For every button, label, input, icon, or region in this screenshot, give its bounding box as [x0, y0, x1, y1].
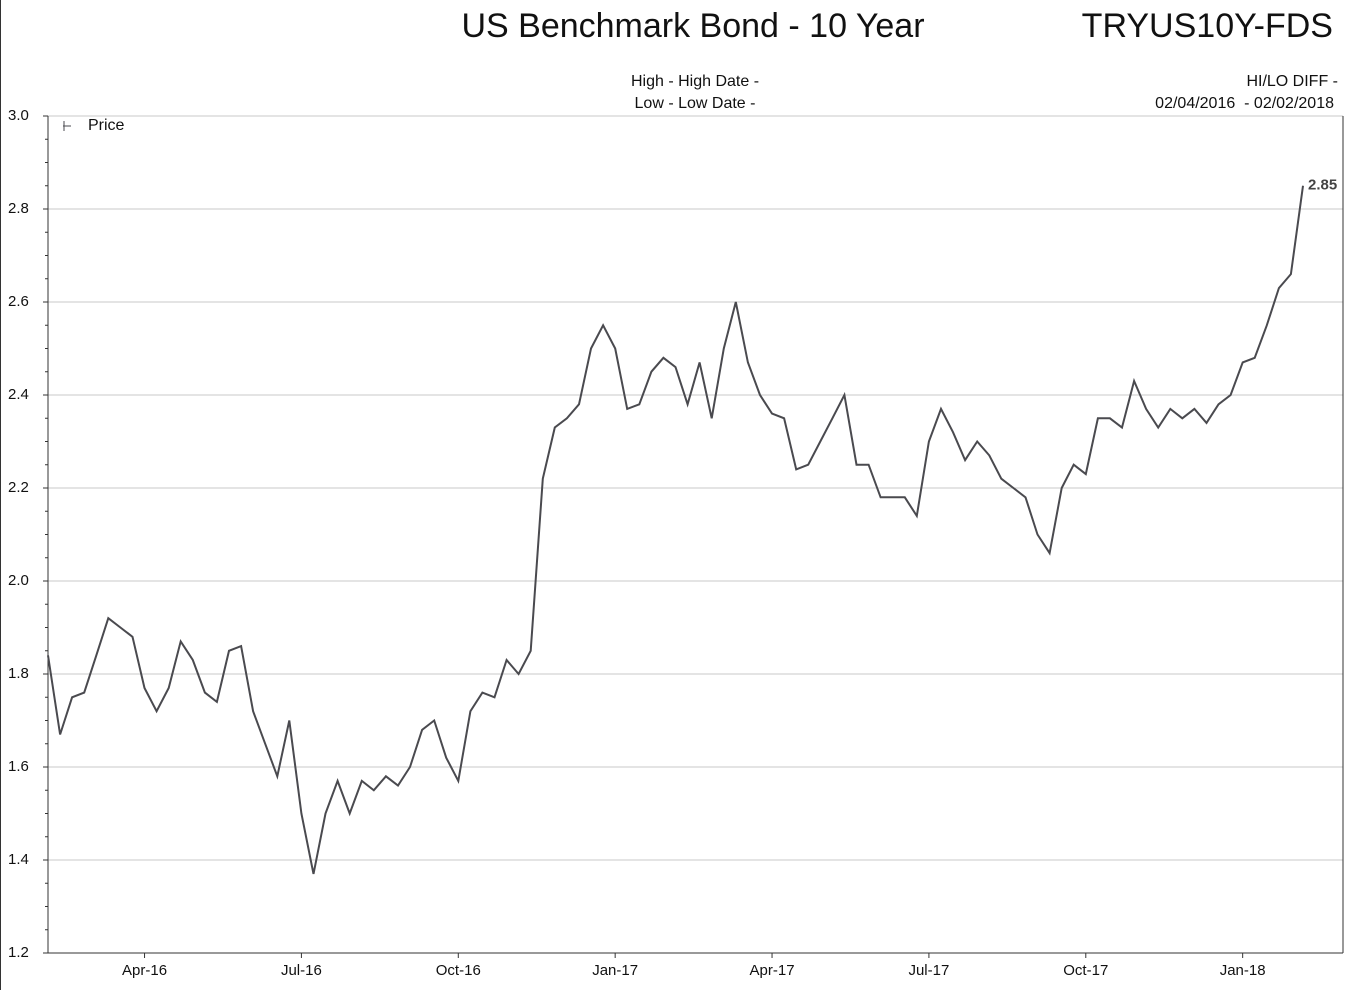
y-tick-label: 1.8 — [8, 665, 29, 682]
low-text: Low - Low Date - — [635, 95, 756, 112]
y-tick-label: 1.2 — [8, 944, 29, 961]
y-tick-label: 1.4 — [8, 851, 29, 868]
y-tick-label: 2.2 — [8, 479, 29, 496]
diff-text: HI/LO DIFF - — [1246, 73, 1338, 90]
y-tick-label: 2.0 — [8, 572, 29, 589]
x-tick-label: Jan-17 — [592, 962, 638, 979]
legend-label: Price — [88, 117, 125, 134]
x-tick-label: Apr-16 — [122, 962, 167, 979]
y-tick-label: 1.6 — [8, 758, 29, 775]
y-tick-label: 2.8 — [8, 200, 29, 217]
x-tick-label: Oct-16 — [436, 962, 481, 979]
x-tick-label: Apr-17 — [750, 962, 795, 979]
y-tick-label: 2.6 — [8, 293, 29, 310]
x-tick-label: Jan-18 — [1220, 962, 1266, 979]
y-tick-label: 3.0 — [8, 107, 29, 124]
last-value-label: 2.85 — [1308, 177, 1337, 194]
x-tick-label: Oct-17 — [1063, 962, 1108, 979]
high-text: High - High Date - — [631, 73, 759, 90]
date-range: 02/04/2016 - 02/02/2018 — [1155, 95, 1334, 112]
x-tick-label: Jul-16 — [281, 962, 322, 979]
y-tick-label: 2.4 — [8, 386, 29, 403]
price-line — [47, 185, 1304, 875]
chart-title: US Benchmark Bond - 10 Year — [461, 7, 924, 45]
x-tick-label: Jul-17 — [908, 962, 949, 979]
ticker: TRYUS10Y-FDS — [1082, 7, 1333, 45]
